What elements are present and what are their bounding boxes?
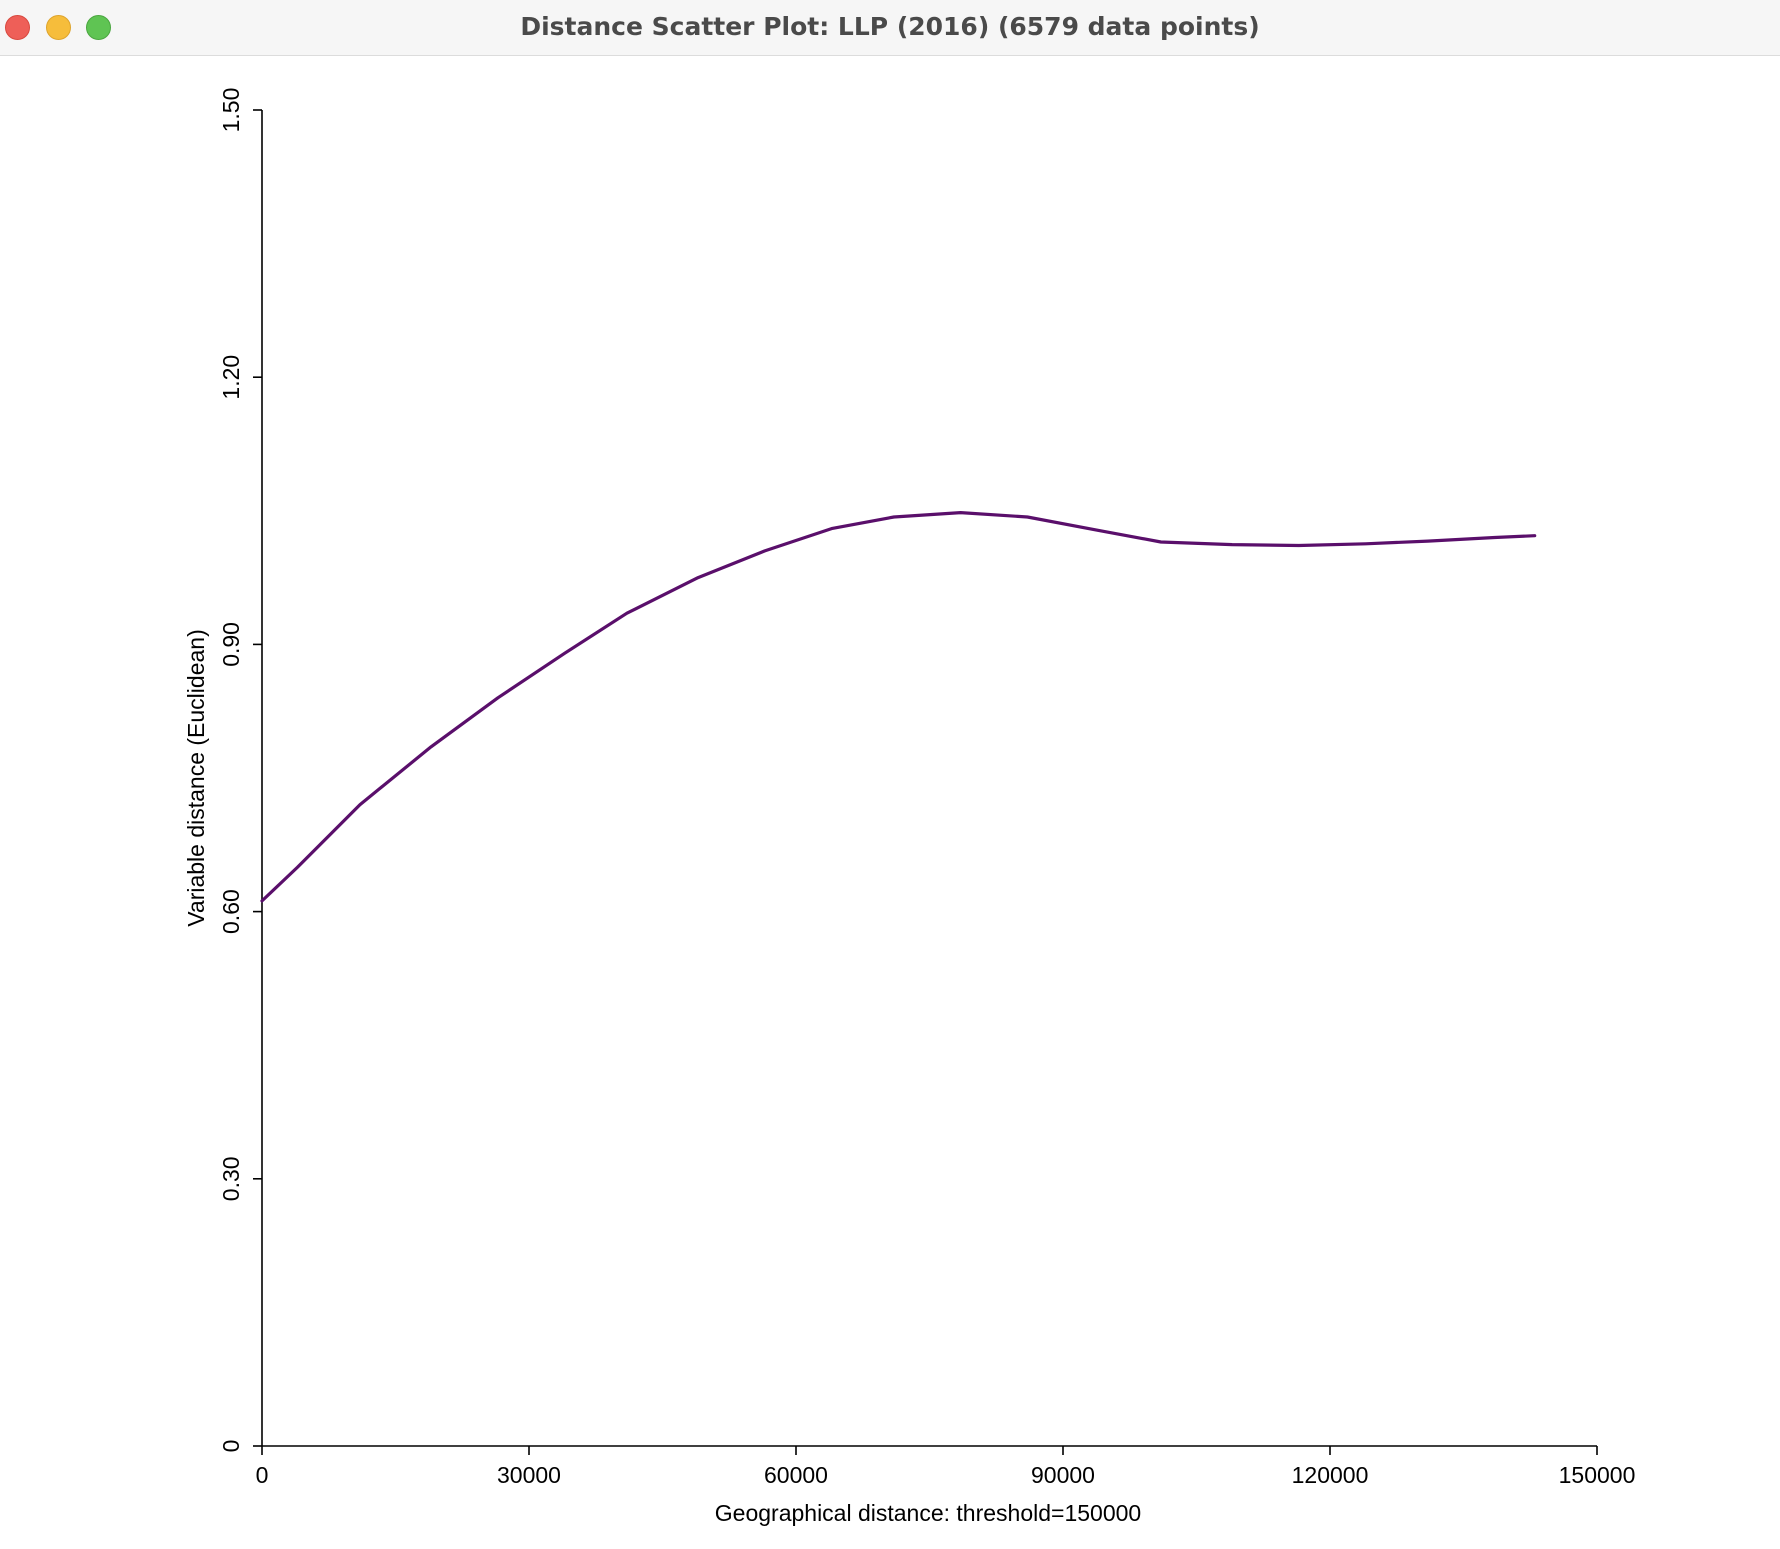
plot-area: 0 30000 60000 90000 120000 150000 0 0.30 0.60 0.9… [0,56,1780,1544]
y-tick-label: 0.60 [218,889,244,934]
x-axis-label: Geographical distance: threshold=150000 [715,1500,1141,1526]
distance-scatter-chart: 0 30000 60000 90000 120000 150000 0 0.30 0.60 0.9… [0,56,1780,1544]
x-tick-label: 150000 [1559,1462,1636,1488]
series-line [262,513,1535,901]
y-tick-label: 1.50 [218,88,244,133]
y-axis-label: Variable distance (Euclidean) [183,629,209,926]
window-title: Distance Scatter Plot: LLP (2016) (6579 … [0,0,1780,56]
x-tick-label: 90000 [1031,1462,1095,1488]
y-tick-label: 0.90 [218,622,244,667]
x-tick-label: 120000 [1292,1462,1369,1488]
x-tick-label: 30000 [497,1462,561,1488]
ticks: 0 30000 60000 90000 120000 150000 0 0.30 0.60 0.9… [218,88,1635,1488]
title-bar[interactable]: Distance Scatter Plot: LLP (2016) (6579 … [0,0,1780,56]
x-tick-label: 0 [256,1462,269,1488]
y-tick-label: 0 [218,1440,244,1453]
series-group [262,512,1535,901]
x-tick-label: 60000 [764,1462,828,1488]
y-tick-label: 1.20 [218,355,244,400]
axes [262,110,1597,1446]
y-tick-label: 0.30 [218,1156,244,1201]
